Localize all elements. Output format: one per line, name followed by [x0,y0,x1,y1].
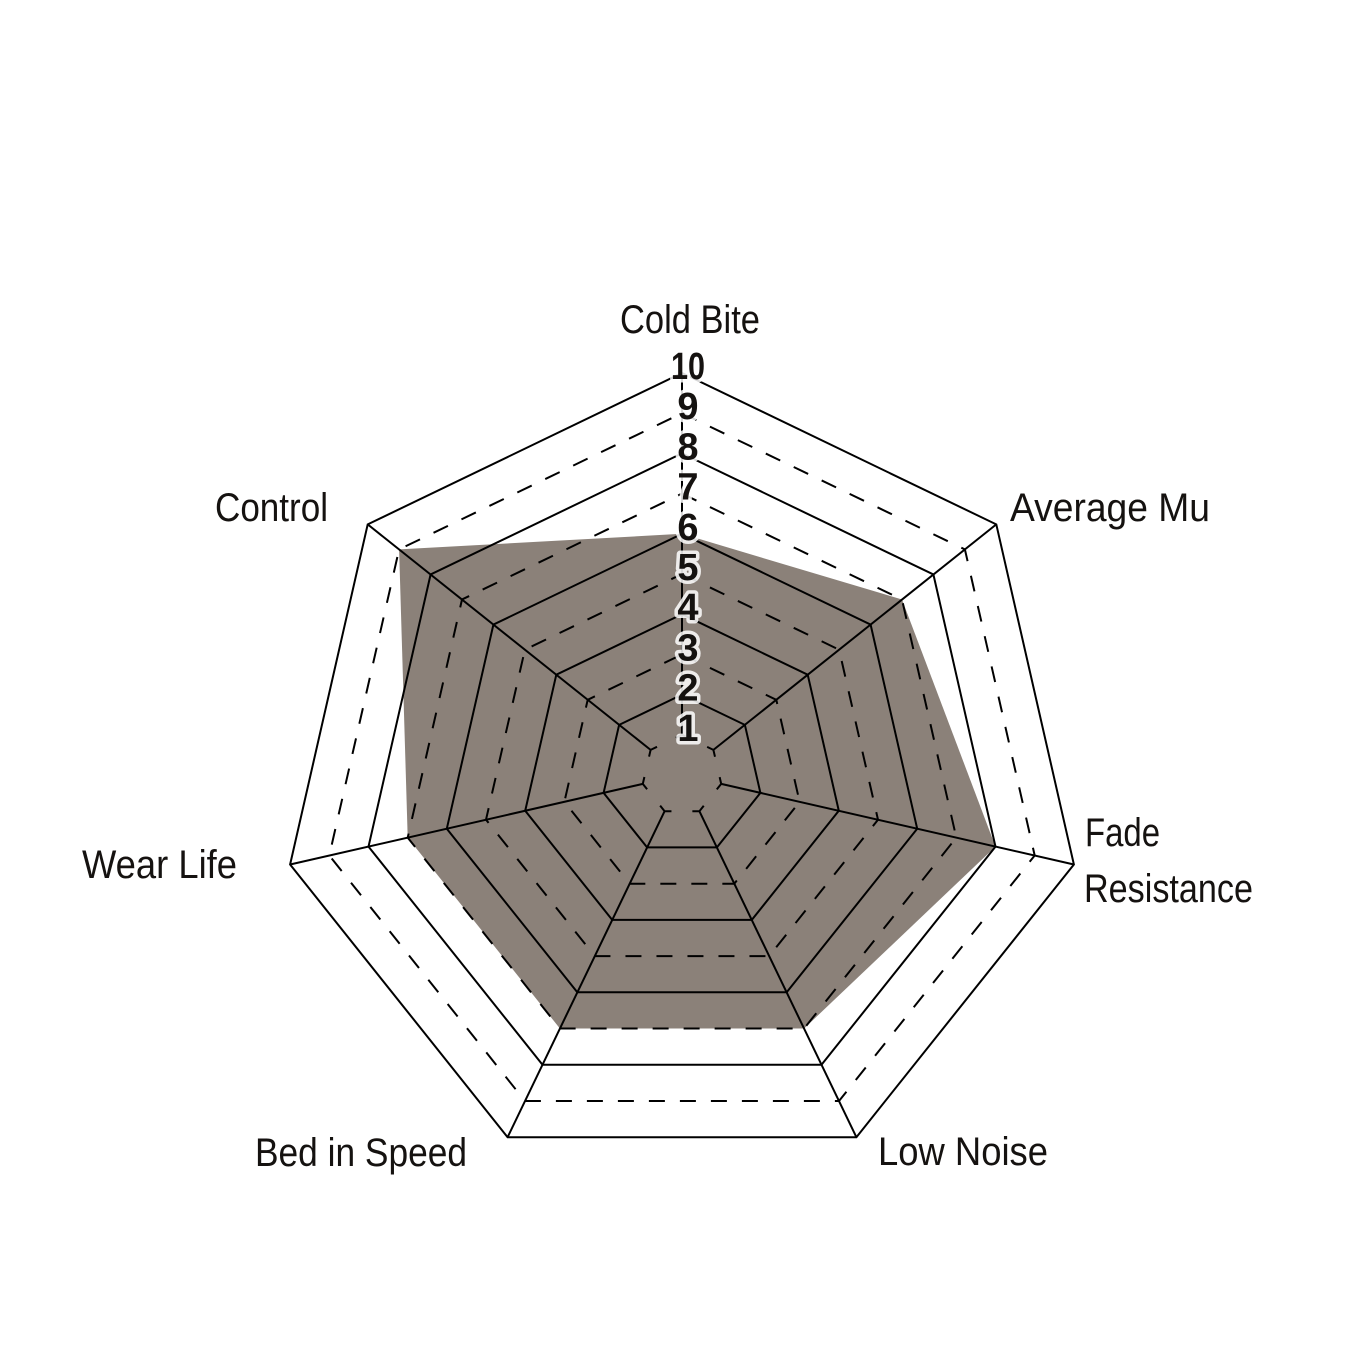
tick-label-1: 1 [677,708,698,750]
axis-spoke-wear-life [289,782,644,866]
axis-spoke-average-mu [712,523,997,751]
axis-spoke-fade-resistance [720,782,1075,866]
grid-ring-7 [406,492,958,1030]
axis-spoke-control [367,523,652,751]
axis-label-low-noise: Low Noise [878,1130,1048,1174]
grid-ring-2 [602,693,762,849]
tick-label-5: 5 [677,547,698,589]
radar-data-polygon [399,533,996,1029]
tick-label-3: 3 [677,627,698,669]
axis-label-average-mu: Average Mu [1010,486,1210,530]
axis-label-bed-in-speed: Bed in Speed [255,1131,467,1175]
tick-label-2: 2 [677,668,698,710]
grid-ring-10 [289,371,1075,1139]
grid-ring-9 [328,412,1036,1102]
axis-spoke-low-noise [698,810,858,1138]
tick-label-4: 4 [677,587,698,629]
grid-ring-6 [445,532,919,994]
axis-label-wear-life: Wear Life [82,843,237,887]
axis-label-control: Control [215,486,328,530]
grid-ring-4 [524,613,840,921]
axis-spoke-bed-in-speed [506,810,666,1138]
tick-label-6: 6 [677,507,698,549]
tick-label-9: 9 [677,386,698,428]
grid-ring-8 [367,452,997,1066]
tick-label-7: 7 [677,467,698,509]
axis-label-fade-resistance: Fade [1085,811,1160,855]
axis-label-cold-bite: Cold Bite [620,298,760,342]
axis-label-fade-resistance-line2: Resistance [1084,867,1253,911]
tick-label-10: 10 [671,346,705,388]
grid-ring-1 [641,733,723,813]
tick-label-8: 8 [677,426,698,468]
